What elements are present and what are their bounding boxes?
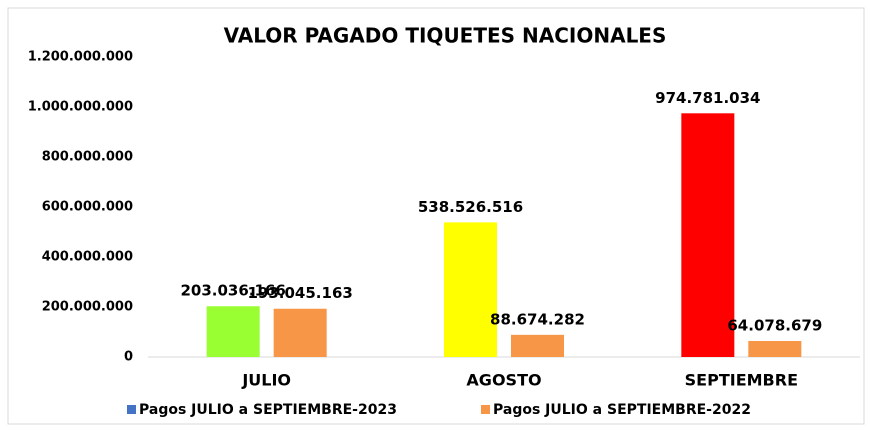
y-tick-label: 1.200.000.000: [28, 50, 133, 65]
x-tick-label: JULIO: [241, 371, 291, 390]
data-label: 64.078.679: [727, 316, 822, 334]
x-tick-label: AGOSTO: [466, 371, 541, 390]
bar: [511, 334, 564, 357]
bar: [206, 306, 260, 357]
y-tick-label: 200.000.000: [42, 300, 133, 315]
bar: [748, 340, 802, 357]
data-label: 538.526.516: [418, 198, 523, 216]
legend-swatch: [481, 405, 490, 414]
legend-label: Pagos JULIO a SEPTIEMBRE-2022: [493, 402, 751, 418]
y-tick-label: 400.000.000: [42, 250, 133, 265]
legend-swatch: [127, 405, 136, 414]
data-label: 193.045.163: [247, 284, 352, 302]
chart-title: VALOR PAGADO TIQUETES NACIONALES: [224, 24, 667, 48]
data-label: 203.036.166: [180, 282, 285, 300]
y-tick-label: 1.000.000.000: [28, 100, 133, 115]
y-tick-label: 600.000.000: [42, 200, 133, 215]
bar: [444, 222, 497, 357]
chart-border: [7, 7, 865, 425]
data-label: 974.781.034: [655, 89, 760, 107]
x-tick-label: SEPTIEMBRE: [685, 371, 798, 390]
data-label: 88.674.282: [490, 310, 585, 328]
legend-label: Pagos JULIO a SEPTIEMBRE-2023: [139, 402, 397, 418]
y-tick-label: 0: [124, 350, 133, 365]
bar: [681, 113, 735, 357]
y-tick-label: 800.000.000: [42, 150, 133, 165]
bar: [273, 308, 327, 357]
